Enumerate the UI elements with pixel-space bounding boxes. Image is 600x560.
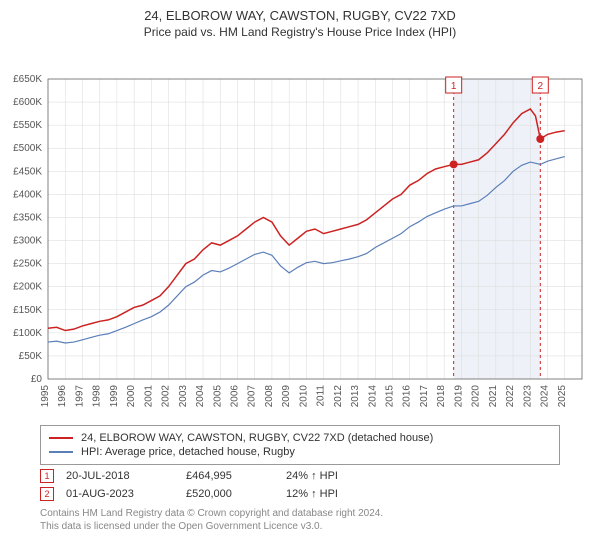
figure: 24, ELBOROW WAY, CAWSTON, RUGBY, CV22 7X… — [0, 0, 600, 533]
legend-item: 24, ELBOROW WAY, CAWSTON, RUGBY, CV22 7X… — [49, 432, 551, 444]
svg-text:2020: 2020 — [471, 385, 482, 408]
transaction-date: 01-AUG-2023 — [66, 488, 186, 500]
svg-text:2006: 2006 — [229, 385, 240, 408]
svg-text:2022: 2022 — [505, 385, 516, 408]
svg-text:2024: 2024 — [540, 385, 551, 408]
svg-text:1999: 1999 — [109, 385, 120, 408]
svg-text:£250K: £250K — [13, 259, 42, 270]
svg-text:2000: 2000 — [126, 385, 137, 408]
transaction-delta: 24% ↑ HPI — [286, 470, 416, 482]
marker-badge: 1 — [40, 469, 54, 483]
svg-text:£450K: £450K — [13, 166, 42, 177]
svg-text:£500K: £500K — [13, 143, 42, 154]
legend: 24, ELBOROW WAY, CAWSTON, RUGBY, CV22 7X… — [40, 425, 560, 465]
marker-badge: 2 — [40, 487, 54, 501]
svg-text:£600K: £600K — [13, 97, 42, 108]
svg-text:1996: 1996 — [57, 385, 68, 408]
svg-text:2004: 2004 — [195, 385, 206, 408]
transaction-delta: 12% ↑ HPI — [286, 488, 416, 500]
svg-text:2008: 2008 — [264, 385, 275, 408]
svg-text:£550K: £550K — [13, 120, 42, 131]
svg-text:2001: 2001 — [143, 385, 154, 408]
svg-text:£400K: £400K — [13, 189, 42, 200]
svg-text:2021: 2021 — [488, 385, 499, 408]
transaction-table: 1 20-JUL-2018 £464,995 24% ↑ HPI 2 01-AU… — [40, 469, 560, 501]
footer-line: Contains HM Land Registry data © Crown c… — [40, 507, 560, 520]
svg-text:2023: 2023 — [522, 385, 533, 408]
svg-text:£200K: £200K — [13, 282, 42, 293]
svg-text:2014: 2014 — [367, 385, 378, 408]
svg-text:1997: 1997 — [74, 385, 85, 408]
svg-text:£150K: £150K — [13, 305, 42, 316]
svg-text:2009: 2009 — [281, 385, 292, 408]
svg-text:£300K: £300K — [13, 236, 42, 247]
legend-swatch — [49, 451, 73, 453]
svg-text:£650K: £650K — [13, 74, 42, 85]
svg-text:2016: 2016 — [402, 385, 413, 408]
legend-label: HPI: Average price, detached house, Rugb… — [81, 446, 295, 458]
svg-text:2002: 2002 — [161, 385, 172, 408]
svg-text:2017: 2017 — [419, 385, 430, 408]
line-chart: £0 £50K £100K £150K £200K £250K £300K £350K £400… — [0, 39, 600, 419]
transaction-row: 1 20-JUL-2018 £464,995 24% ↑ HPI — [40, 469, 560, 483]
svg-text:2007: 2007 — [247, 385, 258, 408]
transaction-price: £520,000 — [186, 488, 286, 500]
svg-text:2015: 2015 — [385, 385, 396, 408]
title-block: 24, ELBOROW WAY, CAWSTON, RUGBY, CV22 7X… — [0, 0, 600, 39]
svg-text:2010: 2010 — [298, 385, 309, 408]
svg-text:2025: 2025 — [557, 385, 568, 408]
footer-line: This data is licensed under the Open Gov… — [40, 520, 560, 533]
chart-title: 24, ELBOROW WAY, CAWSTON, RUGBY, CV22 7X… — [0, 8, 600, 23]
legend-label: 24, ELBOROW WAY, CAWSTON, RUGBY, CV22 7X… — [81, 432, 433, 444]
svg-text:2: 2 — [538, 81, 544, 92]
legend-item: HPI: Average price, detached house, Rugb… — [49, 446, 551, 458]
svg-text:2018: 2018 — [436, 385, 447, 408]
footer-attribution: Contains HM Land Registry data © Crown c… — [40, 507, 560, 533]
transaction-row: 2 01-AUG-2023 £520,000 12% ↑ HPI — [40, 487, 560, 501]
svg-text:2019: 2019 — [453, 385, 464, 408]
transaction-date: 20-JUL-2018 — [66, 470, 186, 482]
chart-area: £0 £50K £100K £150K £200K £250K £300K £350K £400… — [0, 39, 600, 419]
svg-text:£50K: £50K — [19, 351, 43, 362]
svg-text:2003: 2003 — [178, 385, 189, 408]
svg-text:2012: 2012 — [333, 385, 344, 408]
chart-subtitle: Price paid vs. HM Land Registry's House … — [0, 25, 600, 39]
transaction-price: £464,995 — [186, 470, 286, 482]
svg-text:2011: 2011 — [316, 385, 327, 407]
svg-text:1998: 1998 — [92, 385, 103, 408]
svg-text:2013: 2013 — [350, 385, 361, 408]
svg-text:£100K: £100K — [13, 328, 42, 339]
svg-text:1995: 1995 — [40, 385, 51, 408]
legend-swatch — [49, 437, 73, 439]
svg-text:£350K: £350K — [13, 212, 42, 223]
svg-text:£0: £0 — [31, 374, 43, 385]
svg-text:2005: 2005 — [212, 385, 223, 408]
svg-text:1: 1 — [451, 81, 457, 92]
